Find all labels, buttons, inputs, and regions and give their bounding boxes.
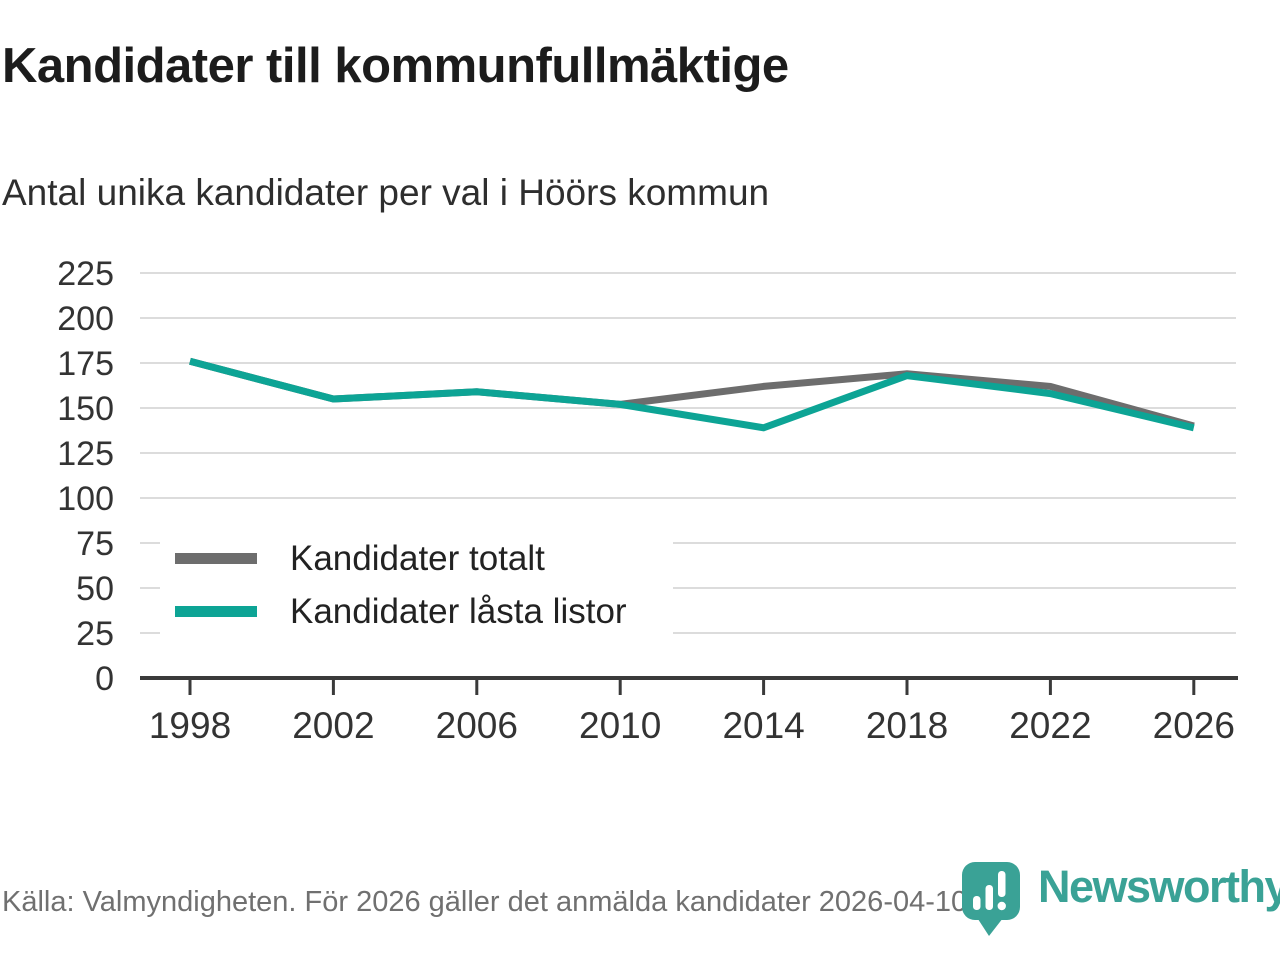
- y-tick-label-200: 200: [57, 300, 114, 338]
- y-tick-label-50: 50: [76, 570, 114, 608]
- legend-label-lasta-listor: Kandidater låsta listor: [290, 592, 627, 631]
- y-tick-label-125: 125: [57, 435, 114, 473]
- page-subtitle: Antal unika kandidater per val i Höörs k…: [2, 172, 770, 213]
- x-tick-label-2014: 2014: [722, 705, 804, 746]
- newsworthy-logo: Newsworthy: [962, 862, 1280, 938]
- x-tick-label-2006: 2006: [436, 705, 518, 746]
- y-tick-label-150: 150: [57, 390, 114, 428]
- page-title: Kandidater till kommunfullmäktige: [2, 39, 789, 93]
- x-tick-label-2010: 2010: [579, 705, 661, 746]
- legend-swatch-lasta-listor: [175, 606, 257, 617]
- legend-swatch-totalt: [175, 553, 257, 564]
- series-line-1: [189, 357, 1195, 432]
- line-chart-canvas: 0 25 50 75 100 125 150 175 200 225 1998 2002 2006 201…: [57, 255, 1238, 746]
- chart-legend: Kandidater totalt Kandidater låsta listo…: [160, 531, 673, 639]
- y-tick-label-100: 100: [57, 480, 114, 518]
- x-tick-label-2022: 2022: [1009, 705, 1091, 746]
- y-tick-label-0: 0: [95, 660, 114, 698]
- legend-row-lasta-listor: Kandidater låsta listor: [175, 590, 627, 633]
- x-tick-label-1998: 1998: [149, 705, 231, 746]
- y-tick-label-225: 225: [57, 255, 114, 293]
- y-tick-label-75: 75: [76, 525, 114, 563]
- y-tick-label-25: 25: [76, 615, 114, 653]
- source-note: Källa: Valmyndigheten. För 2026 gäller d…: [2, 886, 976, 918]
- y-tick-label-175: 175: [57, 345, 114, 383]
- x-tick-label-2026: 2026: [1153, 705, 1235, 746]
- newsworthy-pin-icon: [962, 862, 1020, 936]
- legend-label-totalt: Kandidater totalt: [290, 539, 545, 578]
- legend-row-totalt: Kandidater totalt: [175, 537, 627, 580]
- x-tick-label-2018: 2018: [866, 705, 948, 746]
- newsworthy-wordmark: Newsworthy: [1038, 861, 1280, 912]
- x-tick-label-2002: 2002: [292, 705, 374, 746]
